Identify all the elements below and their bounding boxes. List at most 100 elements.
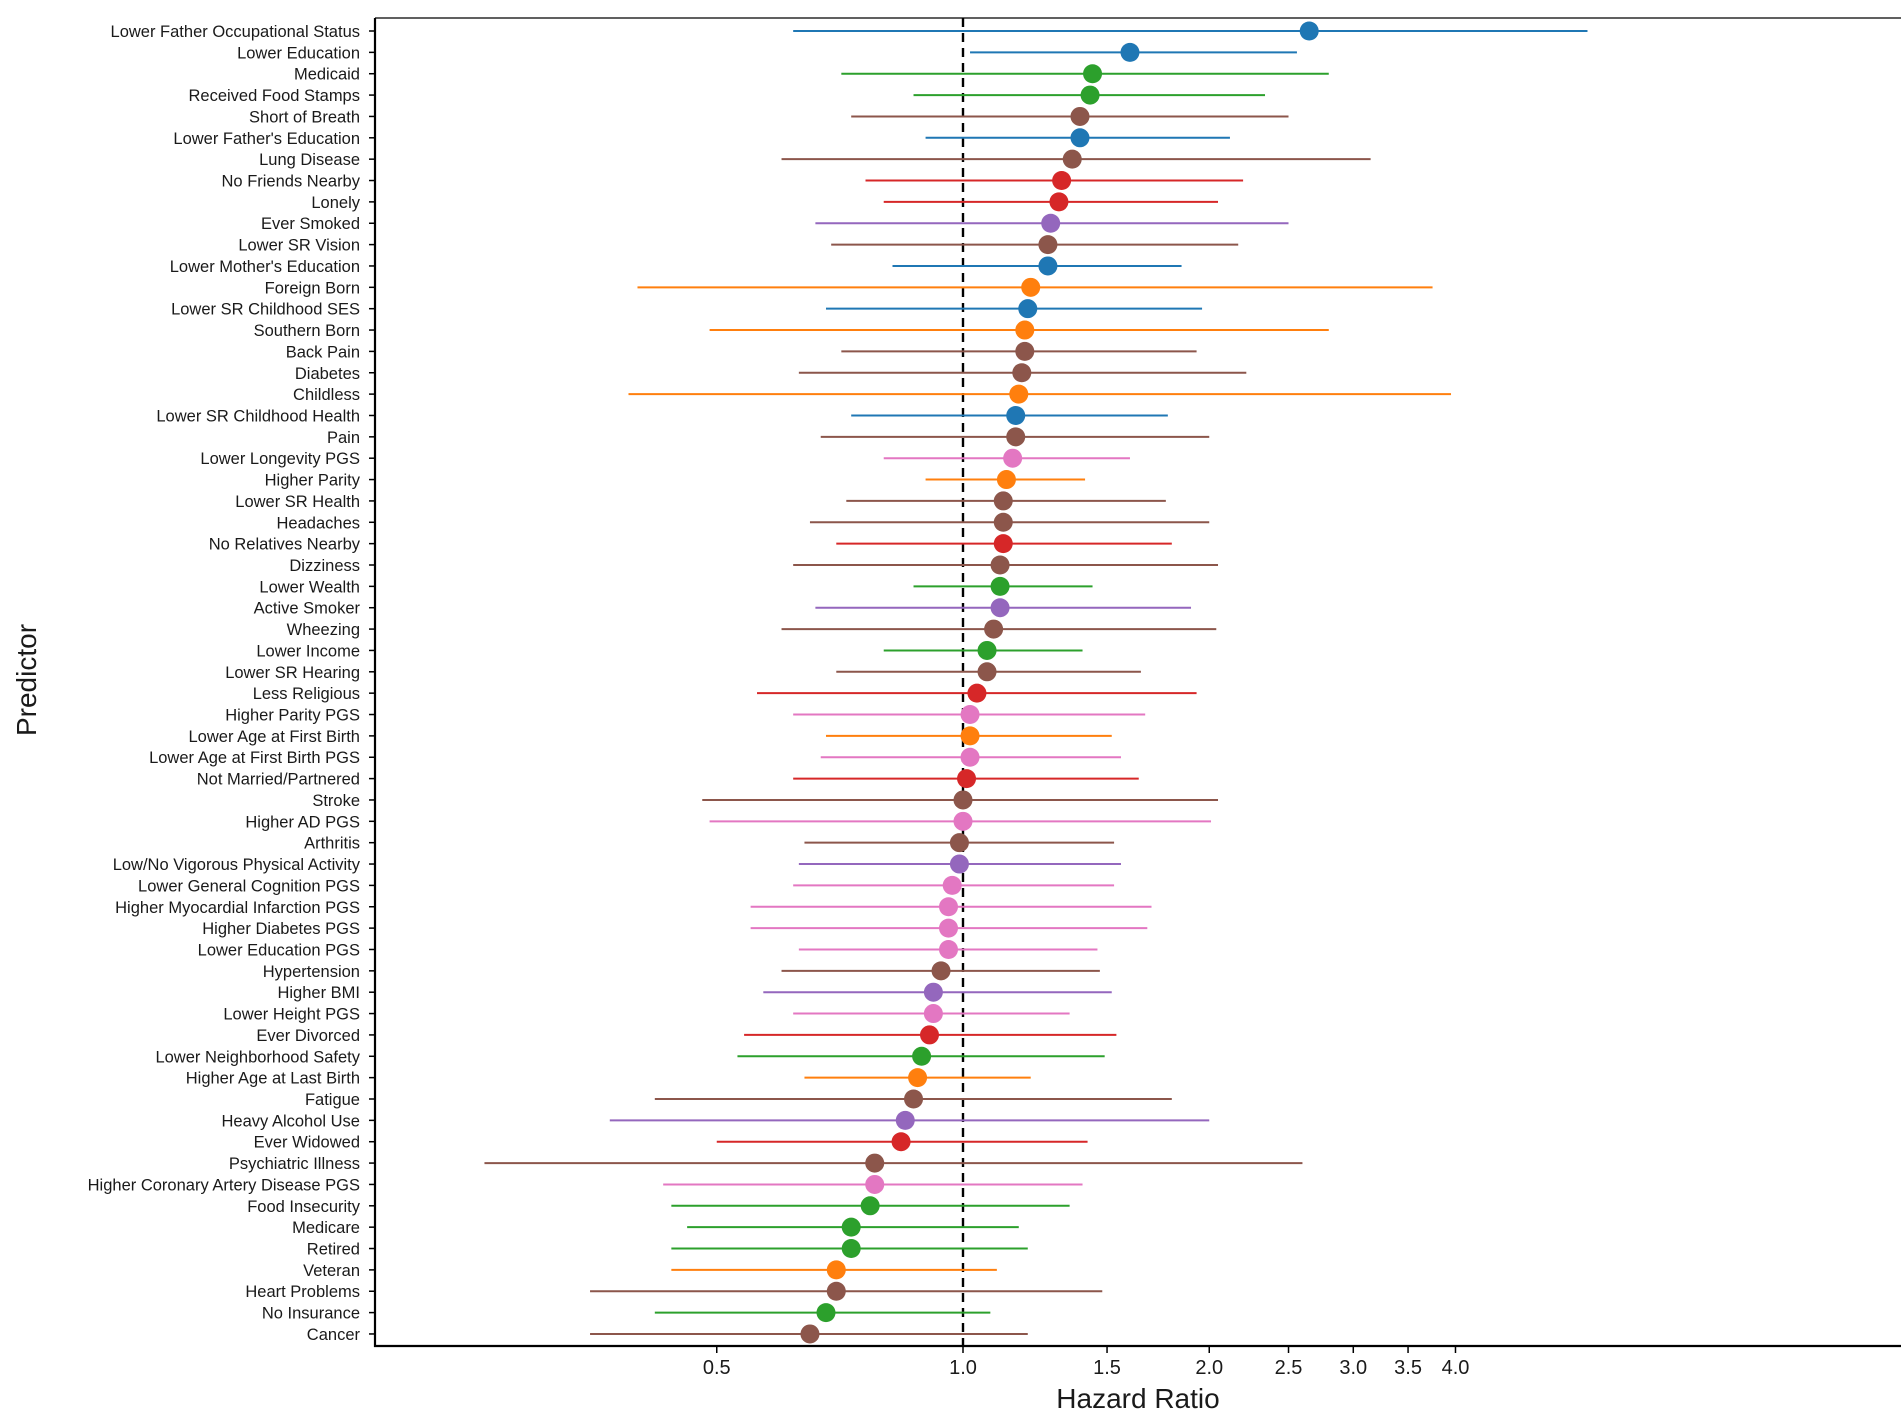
y-tick-label: Higher Parity PGS [225, 707, 360, 725]
y-tick-label: Ever Divorced [256, 1027, 360, 1045]
y-tick-labels: Lower Father Occupational Status Lower Ed… [88, 23, 361, 1344]
y-tick-label: Lonely [311, 194, 360, 212]
y-tick-label: Retired [307, 1241, 360, 1259]
point-estimate [826, 1281, 846, 1301]
y-tick-label: Lower Age at First Birth PGS [149, 749, 360, 767]
point-estimate [1012, 363, 1032, 383]
point-estimate [1052, 171, 1072, 191]
y-tick-label: Low/No Vigorous Physical Activity [113, 856, 361, 874]
point-estimate [1070, 128, 1090, 148]
point-estimate [919, 1025, 939, 1045]
point-estimate [1120, 42, 1140, 62]
point-estimate [960, 726, 980, 746]
y-tick-label: Higher Coronary Artery Disease PGS [88, 1176, 360, 1194]
point-estimate [977, 662, 997, 682]
point-estimate [895, 1110, 915, 1130]
y-tick-label: No Insurance [262, 1305, 360, 1323]
point-estimate [1062, 149, 1082, 169]
y-tick-label: Higher BMI [277, 984, 360, 1002]
x-tick-label: 1.5 [1093, 1357, 1121, 1379]
y-tick-label: Higher Age at Last Birth [186, 1070, 360, 1088]
point-estimate [860, 1196, 880, 1216]
point-estimate [1038, 235, 1058, 255]
point-estimate [1299, 21, 1319, 41]
y-tick-label: No Friends Nearby [222, 173, 361, 191]
y-tick-label: Back Pain [286, 343, 360, 361]
point-estimate [938, 918, 958, 938]
x-axis-title: Hazard Ratio [1056, 1383, 1219, 1414]
y-tick-label: Dizziness [289, 557, 360, 575]
y-tick-label: Lower Father Occupational Status [111, 23, 360, 41]
point-estimate [1006, 427, 1026, 447]
x-tick-label: 3.5 [1394, 1357, 1422, 1379]
y-tick-label: Food Insecurity [247, 1198, 361, 1216]
point-estimate [908, 1068, 928, 1088]
point-estimate [938, 939, 958, 959]
point-estimate [953, 811, 973, 831]
x-tick-label: 2.0 [1195, 1357, 1223, 1379]
point-estimate [1070, 106, 1090, 126]
x-tick-label: 0.5 [703, 1357, 731, 1379]
point-estimate [841, 1217, 861, 1237]
y-tick-label: Heavy Alcohol Use [222, 1112, 361, 1130]
y-tick-label: Diabetes [295, 365, 360, 383]
point-estimate [1015, 320, 1035, 340]
y-axis-title: Predictor [11, 624, 42, 736]
axes [369, 17, 1901, 1348]
point-estimate [949, 833, 969, 853]
point-estimate [957, 769, 977, 789]
x-tick-label: 4.0 [1442, 1357, 1470, 1379]
y-tick-label: Received Food Stamps [188, 87, 360, 105]
y-tick-label: Lower SR Vision [238, 237, 360, 255]
y-tick-label: Pain [327, 429, 360, 447]
y-tick-label: Lower SR Childhood Health [156, 407, 360, 425]
point-estimate [990, 598, 1010, 618]
point-estimate [841, 1239, 861, 1259]
point-estimate [904, 1089, 924, 1109]
point-estimate [1038, 256, 1058, 276]
confidence-interval-layer [484, 30, 1588, 1335]
point-estimate [816, 1303, 836, 1323]
point-estimate [967, 683, 987, 703]
point-estimate [923, 1004, 943, 1024]
y-tick-label: Lower Income [256, 642, 360, 660]
y-tick-label: Higher Diabetes PGS [202, 920, 360, 938]
y-tick-label: Higher AD PGS [245, 813, 360, 831]
point-estimate [1015, 341, 1035, 361]
y-tick-label: Foreign Born [265, 279, 360, 297]
y-tick-label: Childless [293, 386, 360, 404]
point-estimate [800, 1324, 820, 1344]
point-estimate [891, 1132, 911, 1152]
y-tick-label: Lower SR Childhood SES [171, 301, 360, 319]
point-estimate [938, 897, 958, 917]
point-estimate [1003, 448, 1023, 468]
y-tick-label: Lower SR Health [235, 493, 360, 511]
y-tick-label: Arthritis [304, 835, 360, 853]
point-estimate [1021, 277, 1041, 297]
point-estimate [1009, 384, 1029, 404]
y-tick-label: Lower Height PGS [223, 1006, 360, 1024]
point-estimate [990, 555, 1010, 575]
point-estimate-layer [800, 21, 1319, 1344]
y-tick-label: Medicare [292, 1219, 360, 1237]
point-estimate [984, 619, 1004, 639]
point-estimate [912, 1046, 932, 1066]
y-tick-label: Lower Age at First Birth [189, 728, 361, 746]
y-tick-label: Not Married/Partnered [197, 771, 360, 789]
point-estimate [942, 875, 962, 895]
point-estimate [1080, 85, 1100, 105]
y-tick-label: Lower Father's Education [173, 130, 360, 148]
point-estimate [865, 1174, 885, 1194]
point-estimate [1006, 405, 1026, 425]
y-tick-label: Wheezing [287, 621, 360, 639]
y-tick-label: Lower SR Hearing [225, 664, 360, 682]
point-estimate [977, 640, 997, 660]
x-tick-label: 2.5 [1275, 1357, 1303, 1379]
y-tick-label: Active Smoker [254, 600, 361, 618]
y-tick-label: Lung Disease [259, 151, 360, 169]
y-tick-label: Lower Wealth [259, 578, 360, 596]
point-estimate [960, 705, 980, 725]
y-tick-label: Cancer [307, 1326, 361, 1344]
point-estimate [953, 790, 973, 810]
point-estimate [1018, 299, 1038, 319]
